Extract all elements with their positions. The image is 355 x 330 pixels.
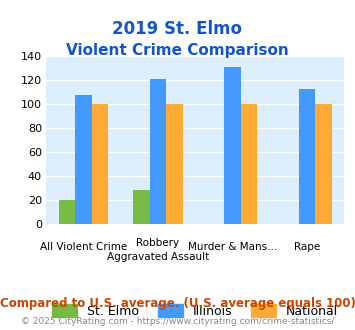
- Text: Murder & Mans...: Murder & Mans...: [188, 243, 277, 252]
- Text: All Violent Crime: All Violent Crime: [40, 243, 127, 252]
- Bar: [150, 79, 166, 224]
- Bar: [224, 67, 241, 224]
- Text: Robbery: Robbery: [136, 238, 180, 248]
- Bar: [59, 200, 75, 224]
- Bar: [241, 104, 257, 224]
- Text: Violent Crime Comparison: Violent Crime Comparison: [66, 43, 289, 58]
- Bar: [75, 95, 92, 224]
- Bar: [166, 104, 182, 224]
- Text: Compared to U.S. average. (U.S. average equals 100): Compared to U.S. average. (U.S. average …: [0, 297, 355, 310]
- Bar: [133, 189, 150, 224]
- Bar: [92, 104, 108, 224]
- Bar: [315, 104, 332, 224]
- Legend: St. Elmo, Illinois, National: St. Elmo, Illinois, National: [46, 298, 345, 324]
- Text: © 2025 CityRating.com - https://www.cityrating.com/crime-statistics/: © 2025 CityRating.com - https://www.city…: [21, 317, 334, 326]
- Bar: [299, 88, 315, 224]
- Text: Aggravated Assault: Aggravated Assault: [107, 252, 209, 262]
- Text: 2019 St. Elmo: 2019 St. Elmo: [113, 20, 242, 38]
- Text: Rape: Rape: [294, 243, 320, 252]
